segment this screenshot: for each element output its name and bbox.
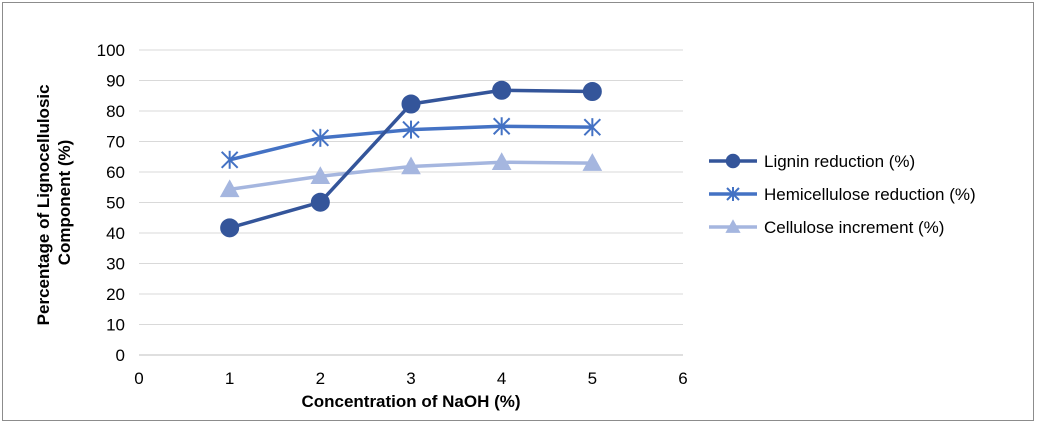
- data-point-s2-1: [220, 150, 239, 169]
- legend-marker-3: [725, 219, 741, 233]
- line-chart: 0 10 20 30 40 50 60 70 80 90 100 0 1 2 3 4 5 6 Concentra…: [34, 41, 976, 411]
- x-tick-label-4: 4: [497, 369, 506, 388]
- data-point-s1-1: [220, 218, 240, 238]
- data-point-s3-2: [310, 166, 331, 184]
- y-tick-label-100: 100: [97, 41, 125, 60]
- data-point-s3-1: [219, 179, 240, 198]
- y-axis-title-line-1: Percentage of Lignocellulosic: [34, 84, 53, 325]
- legend-marker-1: [725, 153, 741, 169]
- y-tick-label-20: 20: [106, 285, 125, 304]
- data-point-s2-2: [311, 128, 330, 147]
- y-tick-label-50: 50: [106, 194, 125, 213]
- data-point-s3-4: [491, 152, 512, 170]
- y-tick-label-70: 70: [106, 133, 125, 152]
- data-point-s1-2: [310, 192, 330, 212]
- y-tick-label-80: 80: [106, 102, 125, 121]
- x-tick-label-5: 5: [588, 369, 597, 388]
- x-axis-title: Concentration of NaOH (%): [301, 392, 520, 411]
- legend: Lignin reduction (%) Hemicellulose reduct…: [709, 152, 976, 237]
- y-tick-label-0: 0: [116, 346, 125, 365]
- y-axis-title: Percentage of Lignocellulosic Component …: [34, 80, 74, 326]
- legend-label-3: Cellulose increment (%): [764, 218, 944, 237]
- y-tick-labels: 0 10 20 30 40 50 60 70 80 90 100: [97, 41, 125, 365]
- series-3: [219, 152, 603, 198]
- y-tick-label-60: 60: [106, 163, 125, 182]
- x-tick-label-0: 0: [134, 369, 143, 388]
- legend-item-2: Hemicellulose reduction (%): [709, 185, 976, 204]
- x-tick-labels: 0 1 2 3 4 5 6: [134, 369, 687, 388]
- data-point-s3-3: [401, 156, 421, 175]
- series-layer: [219, 80, 603, 238]
- legend-label-1: Lignin reduction (%): [764, 152, 915, 171]
- legend-item-3: Cellulose increment (%): [709, 218, 944, 237]
- data-point-s1-5: [582, 81, 602, 101]
- y-tick-label-30: 30: [106, 255, 125, 274]
- x-tick-label-1: 1: [225, 369, 234, 388]
- data-point-s2-4: [492, 117, 511, 136]
- y-tick-label-90: 90: [106, 72, 125, 91]
- data-point-s2-5: [583, 118, 602, 137]
- x-tick-label-3: 3: [406, 369, 415, 388]
- x-tick-label-6: 6: [678, 369, 687, 388]
- legend-item-1: Lignin reduction (%): [709, 152, 915, 171]
- series-1: [220, 80, 602, 238]
- data-point-s2-3: [402, 120, 420, 139]
- data-point-s3-5: [582, 153, 603, 171]
- legend-marker-2: [726, 187, 740, 201]
- y-axis-title-line-2: Component (%): [55, 140, 74, 266]
- data-point-s1-4: [492, 80, 512, 100]
- y-tick-label-40: 40: [106, 224, 125, 243]
- data-point-s1-3: [401, 94, 421, 114]
- legend-label-2: Hemicellulose reduction (%): [764, 185, 976, 204]
- x-tick-label-2: 2: [316, 369, 325, 388]
- series-2: [220, 117, 602, 169]
- y-tick-label-10: 10: [106, 316, 125, 335]
